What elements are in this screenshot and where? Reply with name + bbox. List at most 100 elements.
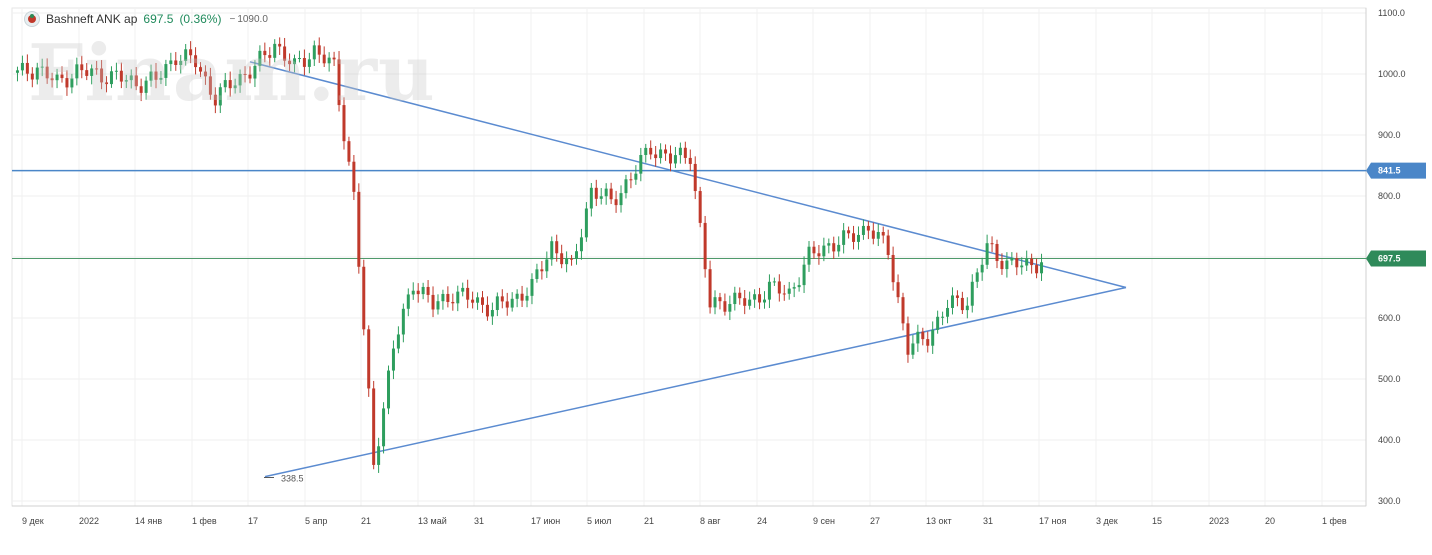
candle-body <box>753 294 757 300</box>
x-tick-label: 15 <box>1152 516 1162 526</box>
candle-body <box>673 155 677 164</box>
candle-body <box>387 370 391 409</box>
candle-body <box>208 76 212 95</box>
candle-body <box>758 294 762 303</box>
resistance-badge-label: 841.5 <box>1378 166 1401 176</box>
candle-body <box>139 86 143 93</box>
candle-body <box>678 147 682 156</box>
candle-body <box>495 296 499 311</box>
x-tick-label: 2023 <box>1209 516 1229 526</box>
candle-body <box>767 281 771 300</box>
x-tick-label: 21 <box>644 516 654 526</box>
candle-body <box>367 329 371 389</box>
candle-body <box>693 163 697 192</box>
candle-body <box>856 234 860 242</box>
candle-body <box>317 45 321 55</box>
candle-body <box>985 243 989 265</box>
candle-body <box>861 225 865 235</box>
candle-body <box>807 246 811 265</box>
candle-body <box>550 241 554 260</box>
candle-body <box>644 147 648 155</box>
candle-body <box>154 71 158 80</box>
x-tick-label: 31 <box>474 516 484 526</box>
candle-body <box>659 149 663 159</box>
y-tick-label: 600.0 <box>1378 313 1401 323</box>
candle-body <box>639 154 643 174</box>
candle-body <box>134 75 138 87</box>
candle-body <box>119 70 123 82</box>
candle-body <box>426 286 430 295</box>
candle-body <box>169 60 173 65</box>
x-tick-label: 9 дек <box>22 516 44 526</box>
candle-body <box>490 310 494 317</box>
candle-body <box>743 298 747 306</box>
candle-body <box>30 73 34 80</box>
x-tick-label: 24 <box>757 516 767 526</box>
x-tick-label: 5 июл <box>587 516 611 526</box>
candle-body <box>1015 258 1019 268</box>
candle-body <box>555 241 559 254</box>
candle-body <box>733 292 737 305</box>
candle-body <box>396 334 400 349</box>
candle-body <box>698 191 702 223</box>
candle-body <box>619 193 623 206</box>
candle-body <box>866 225 870 231</box>
candle-body <box>941 316 945 318</box>
candle-body <box>332 57 336 60</box>
x-tick-label: 21 <box>361 516 371 526</box>
candle-body <box>258 50 262 66</box>
header-extra-value: 1090.0 <box>237 13 268 25</box>
candle-body <box>184 49 188 61</box>
x-tick-label: 9 сен <box>813 516 835 526</box>
candle-body <box>179 60 183 65</box>
candle-body <box>772 281 776 283</box>
candle-body <box>461 287 465 292</box>
candle-body <box>812 246 816 254</box>
candle-body <box>451 301 455 304</box>
candle-body <box>995 243 999 262</box>
candle-body <box>401 308 405 335</box>
candle-body <box>278 43 282 47</box>
candle-body <box>446 293 450 302</box>
candle-body <box>372 388 376 465</box>
chart-header: Bashneft ANK ap 697.5 (0.36%) − 1090.0 <box>24 11 268 27</box>
candle-body <box>738 292 742 299</box>
candle-body <box>629 179 633 181</box>
candle-body <box>965 305 969 311</box>
candle-body <box>802 264 806 286</box>
low-annotation-label: 338.5 <box>281 474 304 484</box>
candle-body <box>609 188 613 200</box>
candle-body <box>624 179 628 194</box>
candle-body <box>837 244 841 252</box>
candle-body <box>238 73 242 86</box>
candle-body <box>683 147 687 158</box>
candle-body <box>431 294 435 310</box>
candle-body <box>283 46 287 61</box>
resistance-badge <box>1366 162 1426 179</box>
candle-body <box>80 64 84 71</box>
candle-body <box>248 74 252 79</box>
candle-body <box>65 78 69 88</box>
candle-body <box>322 54 326 64</box>
y-tick-label: 1000.0 <box>1378 69 1406 79</box>
candle-body <box>886 235 890 255</box>
candle-body <box>1000 261 1004 270</box>
candle-body <box>70 78 74 88</box>
candle-body <box>936 316 940 330</box>
candle-body <box>233 85 237 89</box>
candle-body <box>411 290 415 295</box>
candle-body <box>980 264 984 273</box>
candle-body <box>347 141 351 162</box>
x-tick-label: 17 <box>248 516 258 526</box>
candle-body <box>50 78 54 81</box>
candle-body <box>664 149 668 154</box>
candle-body <box>45 66 49 79</box>
candle-body <box>406 294 410 309</box>
candle-body <box>570 258 574 260</box>
upper-trendline <box>249 61 1127 289</box>
candle-body <box>545 259 549 272</box>
candle-body <box>362 266 366 330</box>
candle-body <box>668 153 672 164</box>
